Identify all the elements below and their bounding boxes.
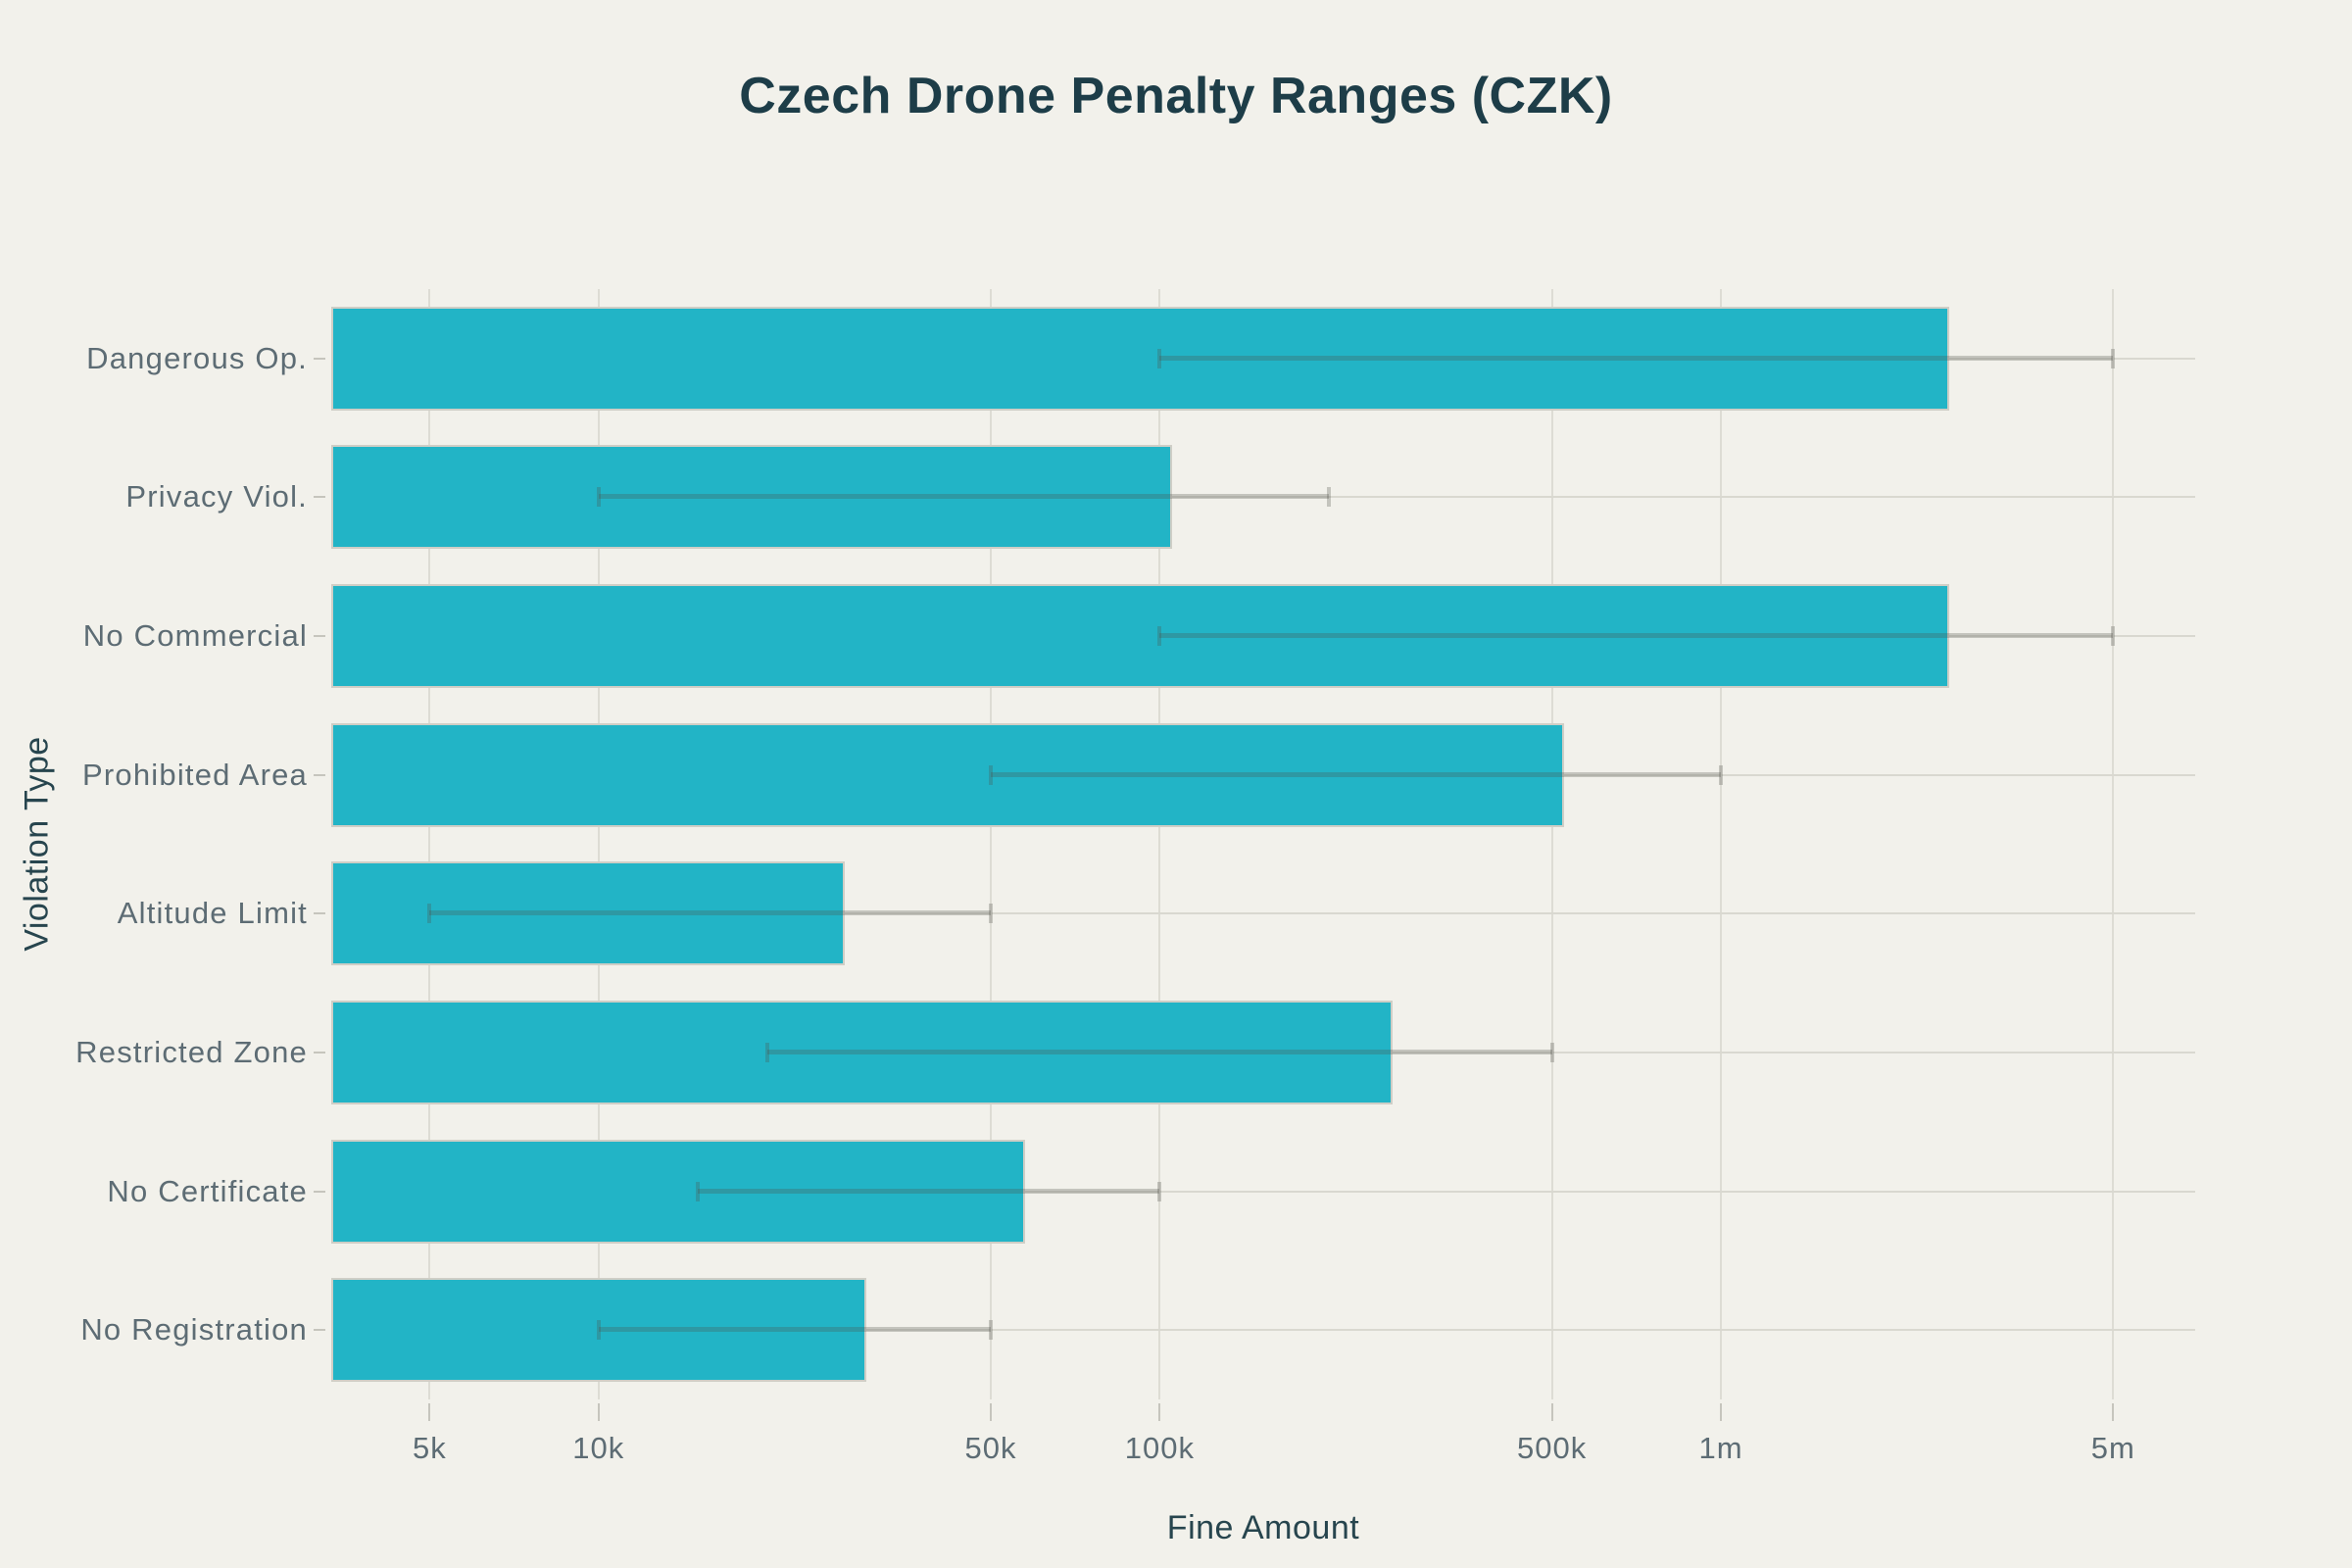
y-tick-label: Altitude Limit	[117, 896, 308, 931]
error-bar	[1159, 355, 2114, 361]
y-tick-mark	[314, 1051, 325, 1054]
error-bar-cap-min	[427, 904, 432, 924]
x-tick-mark	[597, 1403, 600, 1421]
error-bar-cap-min	[596, 1320, 601, 1341]
y-tick-mark	[314, 1190, 325, 1193]
x-tick-mark	[990, 1403, 992, 1421]
x-tick-label: 100k	[1124, 1431, 1195, 1465]
y-tick-label: Prohibited Area	[82, 757, 308, 792]
bar	[331, 1000, 1394, 1104]
x-axis-title: Fine Amount	[1166, 1509, 1360, 1546]
y-gridline	[331, 1329, 2195, 1332]
error-bar-cap-max	[1549, 1042, 1554, 1062]
x-tick-label: 10k	[572, 1431, 625, 1465]
error-bar-cap-max	[989, 904, 993, 924]
x-gridline	[597, 289, 600, 1399]
error-bar	[991, 771, 1722, 777]
error-bar-cap-max	[1719, 764, 1724, 785]
x-gridline	[1720, 289, 1723, 1399]
y-gridline	[331, 912, 2195, 915]
y-tick-mark	[314, 357, 325, 360]
y-tick-mark	[314, 773, 325, 776]
y-tick-mark	[314, 635, 325, 638]
error-bar-cap-max	[2111, 626, 2116, 647]
y-tick-label: Dangerous Op.	[86, 340, 308, 375]
chart-title: Czech Drone Penalty Ranges (CZK)	[739, 68, 1613, 124]
x-gridline	[1158, 289, 1161, 1399]
x-tick-label: 5k	[412, 1431, 447, 1465]
error-bar	[1159, 633, 2114, 639]
bar	[331, 306, 1949, 411]
y-tick-mark	[314, 496, 325, 499]
x-tick-label: 1m	[1698, 1431, 1743, 1465]
error-bar-cap-min	[695, 1181, 700, 1201]
bar	[331, 861, 846, 966]
error-bar-cap-min	[989, 764, 993, 785]
bar	[331, 1278, 866, 1383]
error-bar	[697, 1188, 1160, 1194]
bar	[331, 584, 1949, 689]
x-gridline	[428, 289, 431, 1399]
x-tick-mark	[1158, 1403, 1161, 1421]
y-tick-label: Privacy Viol.	[125, 479, 308, 514]
y-tick-mark	[314, 1329, 325, 1332]
error-bar-cap-min	[1157, 626, 1162, 647]
error-bar-cap-min	[765, 1042, 770, 1062]
y-gridline	[331, 496, 2195, 499]
y-tick-label: No Commercial	[82, 618, 308, 654]
bar	[331, 722, 1564, 827]
bar	[331, 445, 1172, 550]
error-bar	[429, 910, 991, 916]
bar	[331, 1139, 1025, 1244]
x-tick-mark	[1550, 1403, 1553, 1421]
error-bar-cap-min	[1157, 348, 1162, 368]
y-tick-label: No Registration	[80, 1312, 308, 1348]
error-bar	[598, 1327, 991, 1333]
y-gridline	[331, 1190, 2195, 1193]
error-bar-cap-max	[2111, 348, 2116, 368]
error-bar	[767, 1049, 1552, 1054]
y-tick-label: No Certificate	[107, 1173, 308, 1208]
error-bar-cap-min	[596, 487, 601, 508]
x-tick-label: 500k	[1517, 1431, 1588, 1465]
y-tick-mark	[314, 912, 325, 915]
error-bar-cap-max	[1326, 487, 1331, 508]
x-tick-label: 5m	[2090, 1431, 2135, 1465]
error-bar	[598, 494, 1329, 500]
x-tick-mark	[2112, 1403, 2115, 1421]
x-gridline	[990, 289, 992, 1399]
x-tick-mark	[1720, 1403, 1723, 1421]
error-bar-cap-max	[1157, 1181, 1162, 1201]
x-tick-label: 50k	[964, 1431, 1017, 1465]
x-gridline	[1550, 289, 1553, 1399]
plot-area	[331, 289, 2195, 1399]
error-bar-cap-max	[989, 1320, 993, 1341]
y-tick-label: Restricted Zone	[75, 1034, 308, 1069]
x-gridline	[2112, 289, 2115, 1399]
x-tick-mark	[428, 1403, 431, 1421]
